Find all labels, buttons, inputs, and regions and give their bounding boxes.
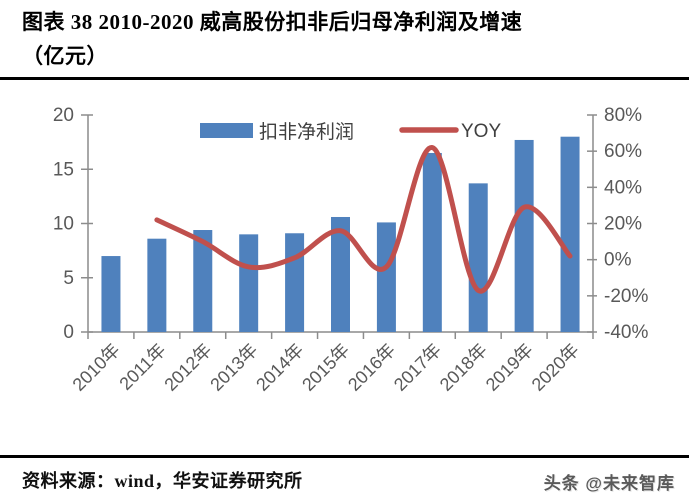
bar-2012年 bbox=[193, 230, 213, 332]
title-divider-rule bbox=[0, 77, 689, 80]
x-axis-label-2015年: 2015年 bbox=[298, 340, 353, 395]
yoy-line bbox=[154, 145, 573, 294]
watermark: 头条 @未来智库 bbox=[543, 474, 675, 493]
figure-title: 图表 38 2010-2020 威高股份扣非后归母净利润及增速 （亿元） bbox=[22, 5, 672, 73]
bar-2011年 bbox=[147, 238, 167, 332]
x-axis-label-2010年: 2010年 bbox=[69, 340, 124, 395]
left-axis-label: 10 bbox=[53, 214, 74, 235]
bar-2016年 bbox=[376, 222, 396, 332]
right-axis-label: 20% bbox=[604, 214, 642, 235]
right-axis-label: 80% bbox=[604, 105, 642, 126]
x-axis-label-2016年: 2016年 bbox=[344, 340, 399, 395]
right-axis-label: 40% bbox=[604, 177, 642, 198]
bar-2015年 bbox=[331, 216, 350, 332]
bar-2017年 bbox=[422, 152, 442, 332]
x-axis-label-2018年: 2018年 bbox=[436, 340, 491, 395]
bar-2020年 bbox=[560, 136, 580, 332]
left-axis-label: 20 bbox=[53, 105, 74, 126]
right-axis-label: 0% bbox=[604, 250, 632, 271]
x-axis-label-2013年: 2013年 bbox=[206, 340, 261, 395]
chart-canvas: 0 5 10 15 20 80% 60% 40% 20% 0% -20% -40% 2010年2011年… bbox=[53, 105, 649, 395]
bar-2018年 bbox=[468, 183, 488, 332]
left-axis-label: 0 bbox=[63, 322, 74, 343]
chart-area: 0 5 10 15 20 80% 60% 40% 20% 0% -20% -40% 2010年 2011年… bbox=[0, 85, 689, 453]
legend-bar-swatch bbox=[200, 123, 253, 138]
bar-2019年 bbox=[514, 139, 534, 332]
figure-title-line2: （亿元） bbox=[22, 44, 108, 68]
right-axis-label: -20% bbox=[604, 286, 648, 307]
figure-title-line1: 图表 38 2010-2020 威高股份扣非后归母净利润及增速 bbox=[22, 10, 523, 34]
right-axis-label: -40% bbox=[604, 322, 648, 343]
bar-2013年 bbox=[239, 234, 259, 332]
left-axis-label: 5 bbox=[63, 268, 74, 289]
x-axis-label-2014年: 2014年 bbox=[252, 340, 307, 395]
x-axis-label-2017年: 2017年 bbox=[390, 340, 445, 395]
x-axis-label-2011年: 2011年 bbox=[115, 340, 169, 394]
x-axis-label-2020年: 2020年 bbox=[528, 340, 583, 395]
footer-divider-rule bbox=[0, 455, 689, 458]
x-axis-label-2012年: 2012年 bbox=[160, 340, 215, 395]
source-note: 资料来源：wind，华安证券研究所 bbox=[22, 471, 303, 491]
left-axis-label: 15 bbox=[53, 159, 74, 180]
x-axis-label-2019年: 2019年 bbox=[482, 340, 537, 395]
legend-line-label: YOY bbox=[461, 121, 501, 142]
right-axis-label: 60% bbox=[604, 141, 642, 162]
bar-2014年 bbox=[285, 233, 305, 332]
legend-bar-label: 扣非净利润 bbox=[259, 121, 354, 143]
bar-2010年 bbox=[101, 256, 121, 332]
